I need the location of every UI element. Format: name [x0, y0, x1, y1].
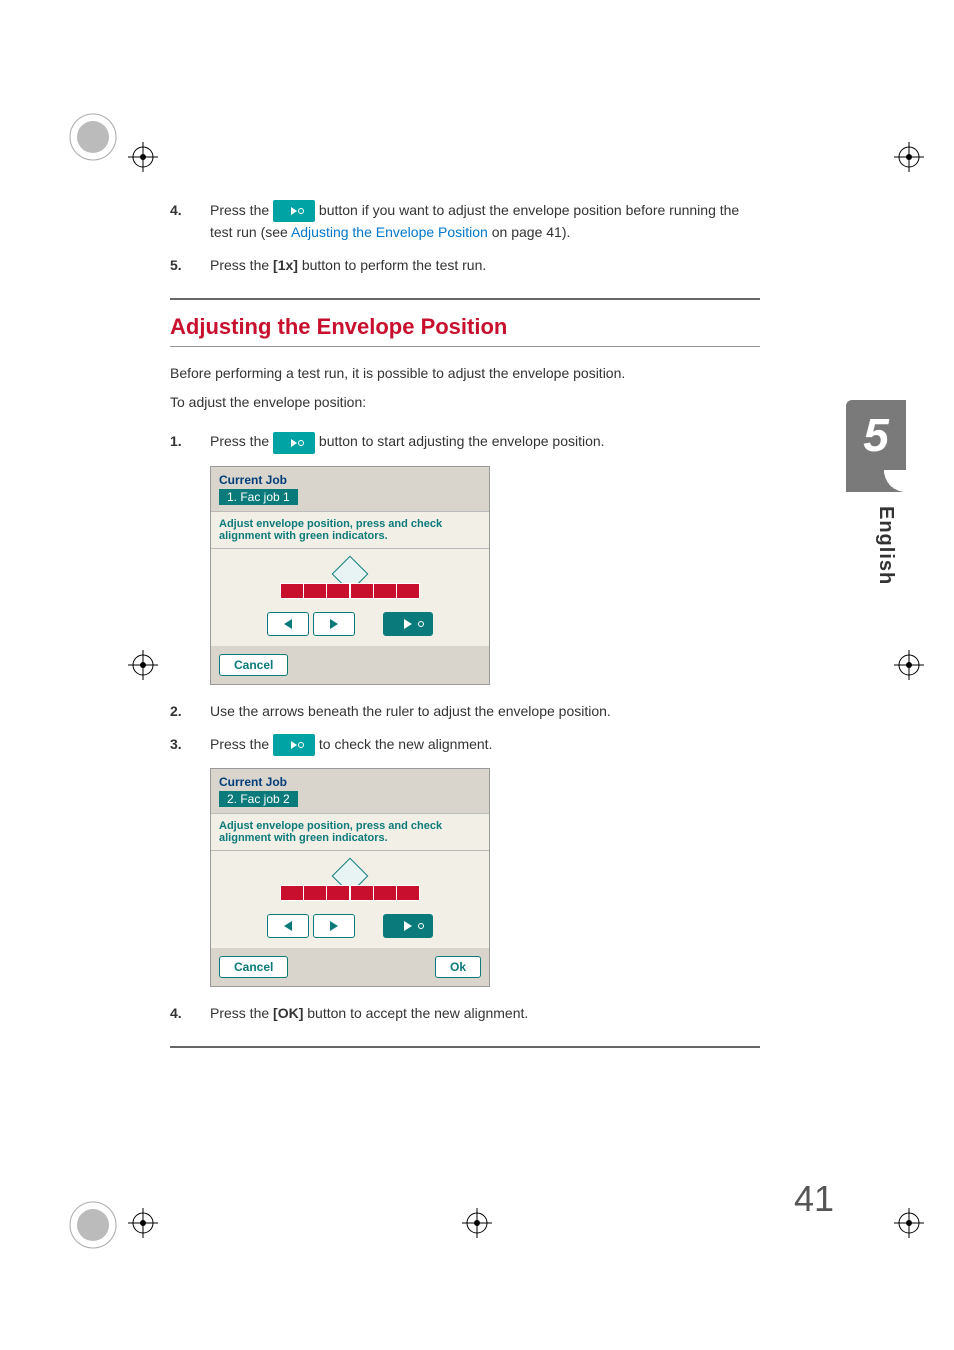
- arrow-right-button[interactable]: [313, 612, 355, 636]
- heading-rule: [170, 346, 760, 347]
- cancel-button[interactable]: Cancel: [219, 654, 288, 676]
- screenshot-2: Current Job 2. Fac job 2 Adjust envelope…: [210, 768, 490, 987]
- play-icon: [273, 432, 315, 454]
- link-adjusting-envelope[interactable]: Adjusting the Envelope Position: [291, 224, 488, 240]
- play-icon: [273, 734, 315, 756]
- crop-mark: [462, 1208, 492, 1238]
- step-number: 4.: [170, 1003, 210, 1024]
- step-number: 1.: [170, 431, 210, 453]
- crop-mark: [894, 1208, 924, 1238]
- step-5-top: 5. Press the [1x] button to perform the …: [170, 255, 760, 276]
- language-label: English: [874, 506, 897, 585]
- crop-mark: [128, 650, 158, 680]
- check-button[interactable]: [383, 914, 433, 938]
- corner-circle-bl: [68, 1200, 118, 1250]
- step-number: 2.: [170, 701, 210, 722]
- ss-instruction: Adjust envelope position, press and chec…: [211, 511, 489, 549]
- step-number: 3.: [170, 734, 210, 756]
- chapter-tab: 5 English: [846, 400, 906, 585]
- crop-mark: [128, 1208, 158, 1238]
- step-body: Press the [OK] button to accept the new …: [210, 1003, 760, 1024]
- divider: [170, 298, 760, 300]
- arrow-left-button[interactable]: [267, 914, 309, 938]
- ss-body: [211, 549, 489, 646]
- step-body: Press the button if you want to adjust t…: [210, 200, 760, 243]
- step-4: 4. Press the [OK] button to accept the n…: [170, 1003, 760, 1024]
- intro-para-2: To adjust the envelope position:: [170, 392, 760, 413]
- step-body: Press the [1x] button to perform the tes…: [210, 255, 760, 276]
- step-1: 1. Press the button to start adjusting t…: [170, 431, 760, 453]
- corner-circle-tl: [68, 112, 118, 162]
- arrow-left-button[interactable]: [267, 612, 309, 636]
- ss-header: Current Job 2. Fac job 2: [211, 769, 489, 813]
- step-number: 4.: [170, 200, 210, 243]
- step-body: Use the arrows beneath the ruler to adju…: [210, 701, 760, 722]
- step-body: Press the to check the new alignment.: [210, 734, 760, 756]
- step-2: 2. Use the arrows beneath the ruler to a…: [170, 701, 760, 722]
- page-content: 4. Press the button if you want to adjus…: [170, 200, 760, 1062]
- play-icon: [273, 200, 315, 222]
- step-body: Press the button to start adjusting the …: [210, 431, 760, 453]
- page-number: 41: [794, 1178, 834, 1220]
- crop-mark: [894, 142, 924, 172]
- crop-mark: [894, 650, 924, 680]
- screenshot-1: Current Job 1. Fac job 1 Adjust envelope…: [210, 466, 490, 685]
- ruler-icon: [280, 863, 420, 901]
- ok-button[interactable]: Ok: [435, 956, 481, 978]
- intro-para-1: Before performing a test run, it is poss…: [170, 363, 760, 384]
- ss-instruction: Adjust envelope position, press and chec…: [211, 813, 489, 851]
- section-heading: Adjusting the Envelope Position: [170, 314, 760, 340]
- ss-footer: Cancel Ok: [211, 948, 489, 986]
- ruler-icon: [280, 561, 420, 599]
- chapter-number: 5: [846, 400, 906, 470]
- divider: [170, 1046, 760, 1048]
- ss-body: [211, 851, 489, 948]
- step-number: 5.: [170, 255, 210, 276]
- check-button[interactable]: [383, 612, 433, 636]
- cancel-button[interactable]: Cancel: [219, 956, 288, 978]
- arrow-right-button[interactable]: [313, 914, 355, 938]
- step-4-top: 4. Press the button if you want to adjus…: [170, 200, 760, 243]
- step-3: 3. Press the to check the new alignment.: [170, 734, 760, 756]
- ss-header: Current Job 1. Fac job 1: [211, 467, 489, 511]
- crop-mark: [128, 142, 158, 172]
- ss-footer: Cancel: [211, 646, 489, 684]
